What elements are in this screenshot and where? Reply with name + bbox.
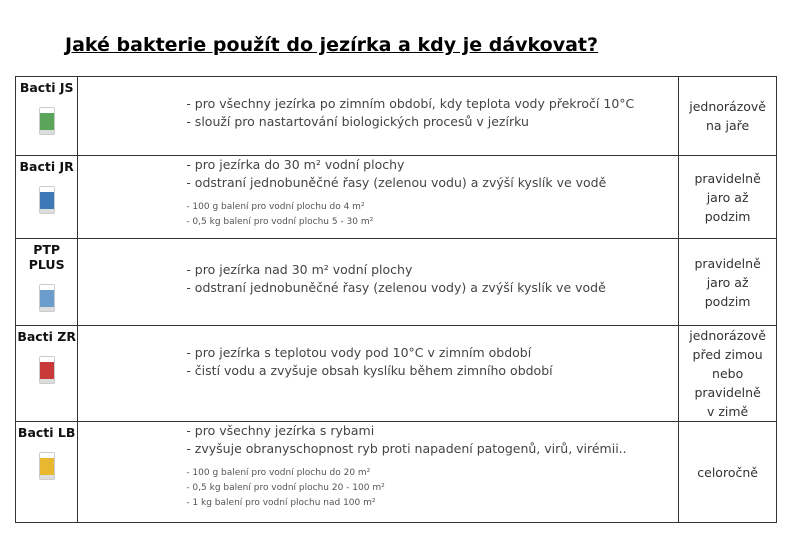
product-cell: Bacti JS [14, 76, 79, 156]
description-line: - slouží pro nastartování biologických p… [186, 114, 529, 129]
product-cell: Bacti JR [14, 155, 79, 239]
description-line: - pro jezírka nad 30 m² vodní plochy [186, 262, 413, 277]
package-line: - 0,5 kg balení pro vodní plochu 5 - 30 … [186, 217, 374, 227]
description-line: - pro všechny jezírka s rybami [186, 423, 375, 438]
product-cell: PTP PLUS [14, 238, 79, 326]
product-jar-image [38, 284, 55, 312]
product-jar-image [38, 186, 55, 214]
package-line: - 1 kg balení pro vodní plochu nad 100 m… [186, 498, 376, 508]
product-cell: Bacti ZR [14, 325, 79, 422]
dosing-text: celoročně [697, 464, 758, 480]
description-cell: - pro jezírka do 30 m² vodní plochy - ods… [77, 155, 680, 239]
product-name: Bacti JS [19, 80, 74, 95]
product-cell: Bacti LB [14, 421, 79, 523]
description-cell: - pro jezírka nad 30 m² vodní plochy - od… [77, 238, 680, 326]
dosing-text: pravidelně jaro až podzim [694, 170, 761, 224]
product-name: PTP PLUS [28, 242, 65, 272]
package-line: - 100 g balení pro vodní plochu do 20 m² [186, 468, 371, 478]
description-cell: - pro všechny jezírka s rybami - zvyšuje … [77, 421, 680, 523]
dosing-cell: celoročně [678, 421, 777, 523]
description-line: - pro jezírka s teplotou vody pod 10°C v… [186, 345, 532, 360]
description-line: - čistí vodu a zvyšuje obsah kyslíku běh… [186, 363, 553, 378]
table-row: Bacti JR - pro jezírka do 30 m² vodní plo… [14, 155, 777, 239]
product-jar-image [38, 452, 55, 480]
table-row: Bacti JS - pro všechny jezírka po zimním … [14, 76, 777, 156]
description-cell: - pro všechny jezírka po zimním období, … [77, 76, 680, 156]
package-line: - 100 g balení pro vodní plochu do 4 m² [186, 202, 365, 212]
table-row: Bacti LB - pro všechny jezírka s rybami - … [14, 421, 777, 523]
dosing-text: pravidelně jaro až podzim [694, 255, 761, 309]
bacteria-table: Bacti JS - pro všechny jezírka po zimním … [14, 76, 777, 523]
page-title: Jaké bakterie použít do jezírka a kdy je… [65, 34, 599, 56]
description-line: - pro všechny jezírka po zimním období, … [186, 96, 635, 111]
description-cell: - pro jezírka s teplotou vody pod 10°C v… [77, 325, 680, 422]
description-line: - pro jezírka do 30 m² vodní plochy [186, 157, 405, 172]
package-line: - 0,5 kg balení pro vodní plochu 20 - 10… [186, 483, 385, 493]
product-jar-image [38, 356, 55, 384]
product-jar-image [38, 107, 55, 135]
table-row: Bacti ZR - pro jezírka s teplotou vody po… [14, 325, 777, 422]
description-line: - odstraní jednobuněčné řasy (zelenou vo… [186, 175, 607, 190]
description-line: - odstraní jednobuněčné řasy (zelenou vo… [186, 280, 606, 295]
product-name: Bacti ZR [17, 329, 76, 344]
description-line: - zvyšuje obranyschopnost ryb proti napa… [186, 441, 627, 456]
dosing-cell: jednorázově před zimou nebo pravidelně v… [678, 325, 777, 422]
table-row: PTP PLUS - pro jezírka nad 30 m² vodní pl… [14, 238, 777, 326]
product-name: Bacti LB [17, 425, 76, 440]
dosing-text: jednorázově před zimou nebo pravidelně v… [689, 328, 766, 419]
dosing-cell: pravidelně jaro až podzim [678, 155, 777, 239]
product-name: Bacti JR [19, 159, 74, 174]
dosing-cell: pravidelně jaro až podzim [678, 238, 777, 326]
dosing-cell: jednorázově na jaře [678, 76, 777, 156]
dosing-text: jednorázově na jaře [689, 99, 766, 133]
